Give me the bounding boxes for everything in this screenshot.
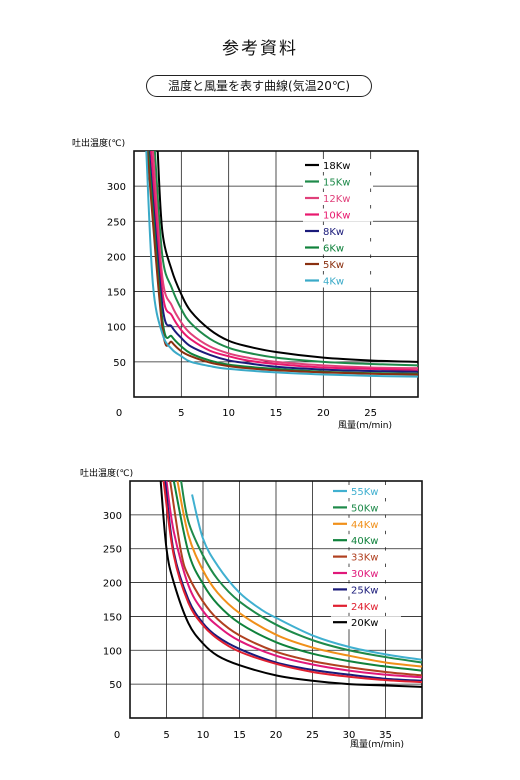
x-tick-label: 20 [270, 730, 283, 741]
legend-bg [303, 225, 373, 238]
y-tick-label: 200 [107, 252, 126, 263]
legend-label: 12Kw [323, 194, 350, 205]
legend-bg [303, 241, 373, 255]
series-line-10kw [150, 151, 418, 372]
series-group [145, 151, 418, 378]
y-tick-label: 150 [103, 612, 122, 623]
legend-label: 55Kw [351, 487, 378, 498]
series-line-5kw [146, 151, 418, 376]
x-tick-label: 5 [163, 730, 169, 741]
x-tick-label: 15 [233, 730, 246, 741]
y-tick-label: 250 [107, 217, 126, 228]
series-group [159, 481, 422, 688]
legend-label: 25Kw [351, 585, 378, 596]
series-line-24kw [162, 481, 422, 684]
y-tick-label: 200 [103, 579, 122, 590]
series-line-4kw [145, 151, 418, 378]
x-axis-label: 風量(ｍ/min) [350, 739, 404, 750]
x-tick-label: 15 [270, 408, 283, 419]
series-line-18kw [156, 151, 418, 363]
legend-label: 15Kw [323, 178, 350, 189]
x-tick-label: 10 [222, 408, 235, 419]
plot-frame [129, 480, 423, 719]
chart-1: 50 100 150 200 250 300 0 5 10 15 20 25 吐出温度(℃) 風量(ｍ/m… [72, 137, 419, 431]
legend-label: 24Kw [351, 602, 378, 613]
legend-bg [331, 534, 401, 548]
y-tick-label: 300 [107, 182, 126, 193]
x-tick-label: 30 [343, 730, 356, 741]
y-axis-label: 吐出温度(℃) [72, 137, 125, 149]
subtitle-box: 温度と風量を表す曲線(気温20℃) [146, 75, 372, 97]
legend-label: 50Kw [351, 503, 378, 514]
plot-frame [133, 150, 419, 398]
series-line-8kw [148, 151, 418, 373]
legend-bg [303, 159, 373, 172]
legend-label: 44Kw [351, 520, 378, 531]
legend-label: 30Kw [351, 569, 378, 580]
x-tick-label: 25 [364, 408, 377, 419]
legend-bg [303, 192, 373, 205]
series-line-44kw [176, 481, 422, 668]
legend-label: 33Kw [351, 553, 378, 564]
legend-label: 6Kw [323, 244, 344, 255]
series-line-15kw [153, 151, 418, 367]
legend-label: 5Kw [323, 260, 344, 271]
y-tick-label: 300 [103, 511, 122, 522]
legend-bg [331, 550, 401, 564]
series-line-50kw [180, 481, 422, 664]
series-line-33kw [169, 481, 422, 677]
series-line-25kw [164, 481, 422, 682]
x-tick-label: 0 [116, 408, 122, 419]
legend-bg [331, 517, 401, 531]
legend-bg [303, 175, 373, 189]
legend-bg [331, 501, 401, 515]
legend-label: 40Kw [351, 536, 378, 547]
x-tick-label: 20 [317, 408, 330, 419]
series-line-55kw [191, 494, 422, 661]
legend-bg [331, 616, 401, 630]
y-tick-label: 50 [113, 358, 126, 369]
legend-label: 8Kw [323, 227, 344, 238]
series-line-40kw [172, 481, 422, 672]
series-line-12kw [151, 151, 418, 370]
x-tick-label: 10 [197, 730, 210, 741]
legend-label: 18Kw [323, 161, 350, 172]
x-tick-label: 5 [178, 408, 184, 419]
legend-label: 20Kw [351, 618, 378, 629]
x-tick-label: 0 [114, 730, 120, 741]
legend-label: 4Kw [323, 277, 344, 288]
x-axis-label: 風量(ｍ/min) [338, 420, 392, 431]
legend-bg [331, 567, 401, 580]
legend-bg [303, 258, 373, 271]
y-tick-label: 150 [107, 288, 126, 299]
legend-bg [331, 485, 401, 498]
series-line-20kw [159, 481, 422, 688]
y-tick-label: 100 [103, 646, 122, 657]
legend-bg [331, 599, 401, 613]
x-tick-label: 25 [306, 730, 319, 741]
series-line-30kw [165, 481, 422, 679]
legend-bg [331, 583, 401, 597]
legend-label: 10Kw [323, 211, 350, 222]
page-title: 参考資料 [222, 39, 298, 59]
y-tick-label: 50 [109, 680, 122, 691]
legend-bg [303, 274, 373, 288]
y-axis-label: 吐出温度(℃) [80, 467, 133, 479]
y-tick-label: 100 [107, 323, 126, 334]
x-tick-label: 35 [379, 730, 392, 741]
y-tick-label: 250 [103, 545, 122, 556]
legend-bg [303, 208, 373, 222]
